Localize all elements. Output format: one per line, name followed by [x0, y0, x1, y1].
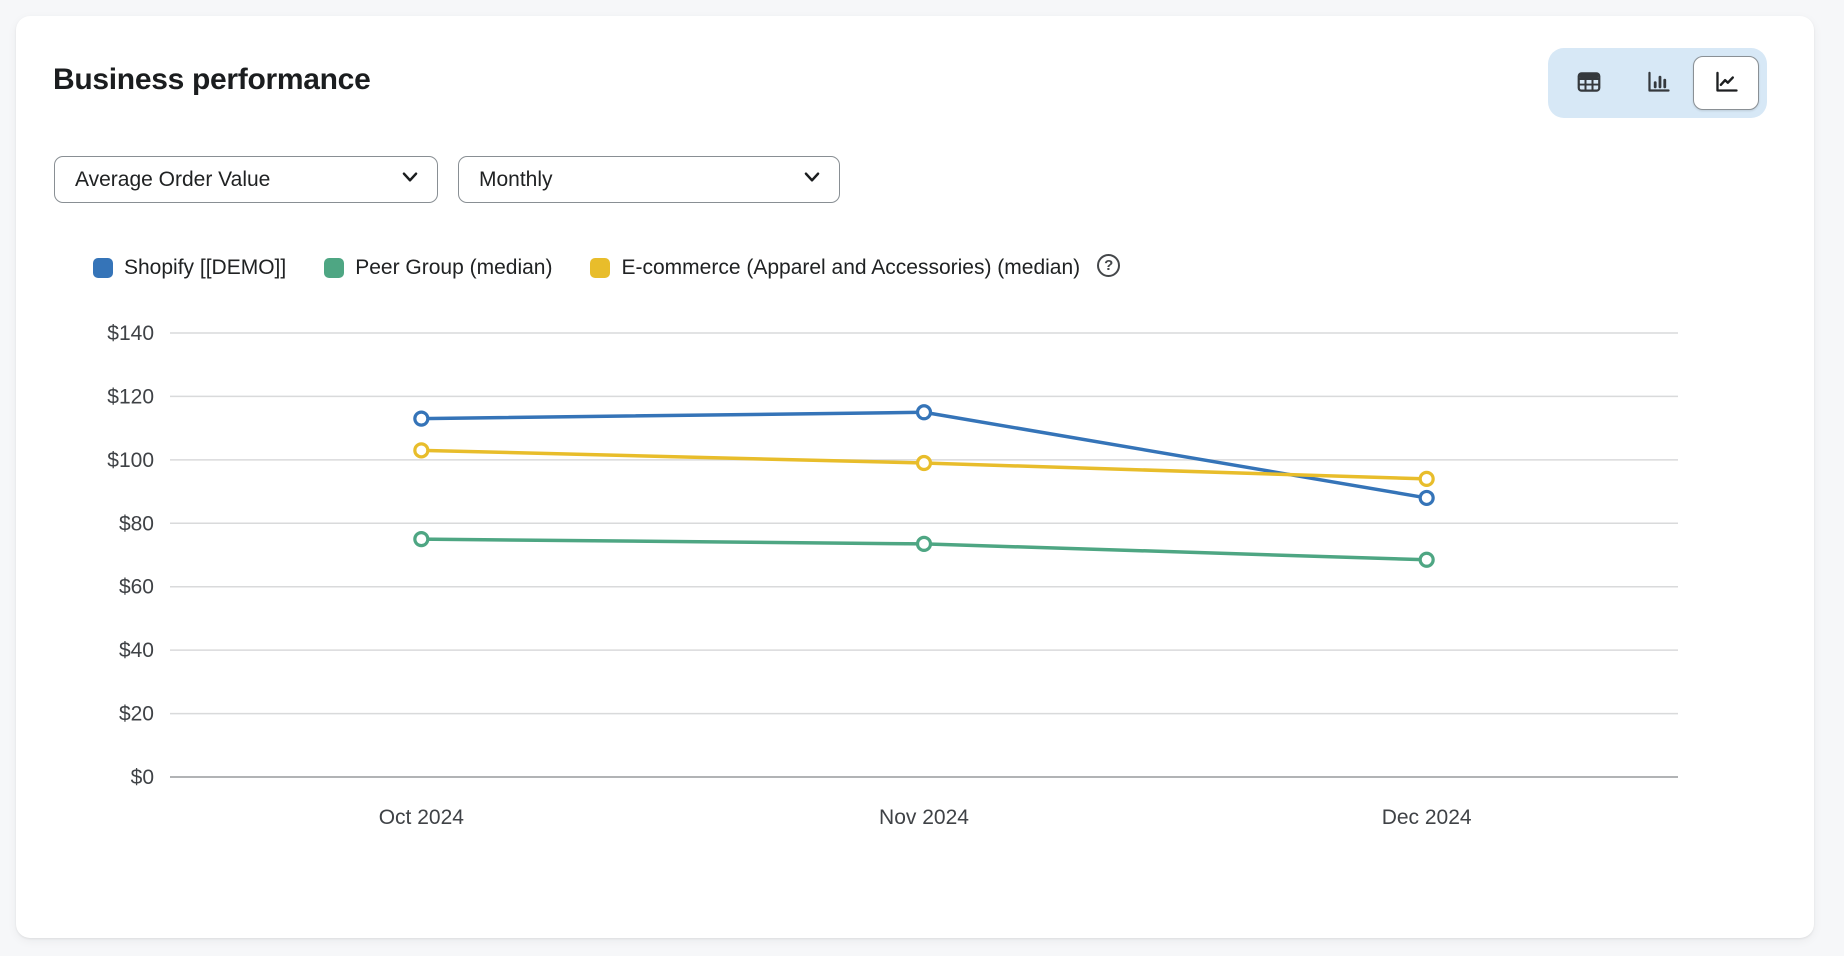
y-tick-label: $80	[119, 512, 154, 535]
legend-item: E-commerce (Apparel and Accessories) (me…	[590, 256, 1080, 280]
data-point-marker[interactable]	[413, 410, 430, 427]
view-toggle	[1548, 48, 1767, 118]
metric-select[interactable]: Average Order Value	[54, 156, 438, 203]
data-point-marker[interactable]	[1418, 489, 1435, 507]
legend-swatch	[590, 258, 611, 278]
view-toggle-table-button[interactable]	[1556, 56, 1622, 110]
y-tick-label: $140	[107, 322, 154, 345]
data-point-marker[interactable]	[915, 535, 933, 552]
chart-filters: Average Order Value Monthly	[54, 156, 840, 203]
x-tick-label: Dec 2024	[1382, 806, 1472, 829]
help-icon[interactable]: ?	[1097, 253, 1121, 277]
legend-swatch	[93, 258, 113, 278]
y-tick-label: $100	[107, 449, 154, 472]
chart-legend: Shopify [[DEMO]] Peer Group (median) E-com…	[93, 253, 1121, 280]
line-chart: $0 $20 $40 $60 $80 $100 $120 $140 Oct 2024 Nov 20…	[107, 322, 1678, 829]
granularity-select[interactable]: Monthly	[458, 156, 840, 203]
legend-label: Peer Group (median)	[355, 256, 553, 279]
metric-select-value: Average Order Value	[75, 167, 271, 191]
y-tick-label: $40	[119, 639, 154, 662]
legend-items: Shopify [[DEMO]] Peer Group (median) E-com…	[93, 256, 1088, 280]
x-tick-label: Nov 2024	[879, 806, 969, 829]
legend-item: Peer Group (median)	[324, 256, 552, 280]
data-point-marker[interactable]	[1418, 551, 1435, 568]
legend-swatch	[324, 258, 345, 278]
data-point-marker[interactable]	[413, 531, 430, 548]
bar-chart-icon	[1644, 68, 1672, 99]
granularity-select-value: Monthly	[479, 167, 553, 191]
view-toggle-bar-chart-button[interactable]	[1625, 56, 1691, 110]
legend-label: E-commerce (Apparel and Accessories) (me…	[621, 256, 1081, 279]
y-tick-label: $120	[107, 385, 154, 408]
table-icon	[1575, 68, 1603, 99]
business-performance-card: Business performance	[16, 16, 1814, 938]
chevron-down-icon	[399, 166, 421, 194]
legend-label: Shopify [[DEMO]]	[124, 256, 287, 279]
page-title: Business performance	[53, 63, 371, 96]
data-point-marker[interactable]	[915, 404, 933, 421]
x-tick-label: Oct 2024	[379, 806, 465, 829]
legend-item: Shopify [[DEMO]]	[93, 256, 286, 280]
data-point-marker[interactable]	[413, 442, 430, 459]
data-point-marker[interactable]	[1418, 470, 1435, 487]
y-tick-label: $0	[131, 766, 154, 789]
view-toggle-line-chart-button[interactable]	[1693, 56, 1759, 110]
data-point-marker[interactable]	[915, 454, 933, 472]
chevron-down-icon	[801, 166, 823, 194]
line-chart-icon	[1712, 68, 1740, 99]
y-tick-label: $60	[119, 576, 154, 599]
y-tick-label: $20	[119, 703, 154, 726]
